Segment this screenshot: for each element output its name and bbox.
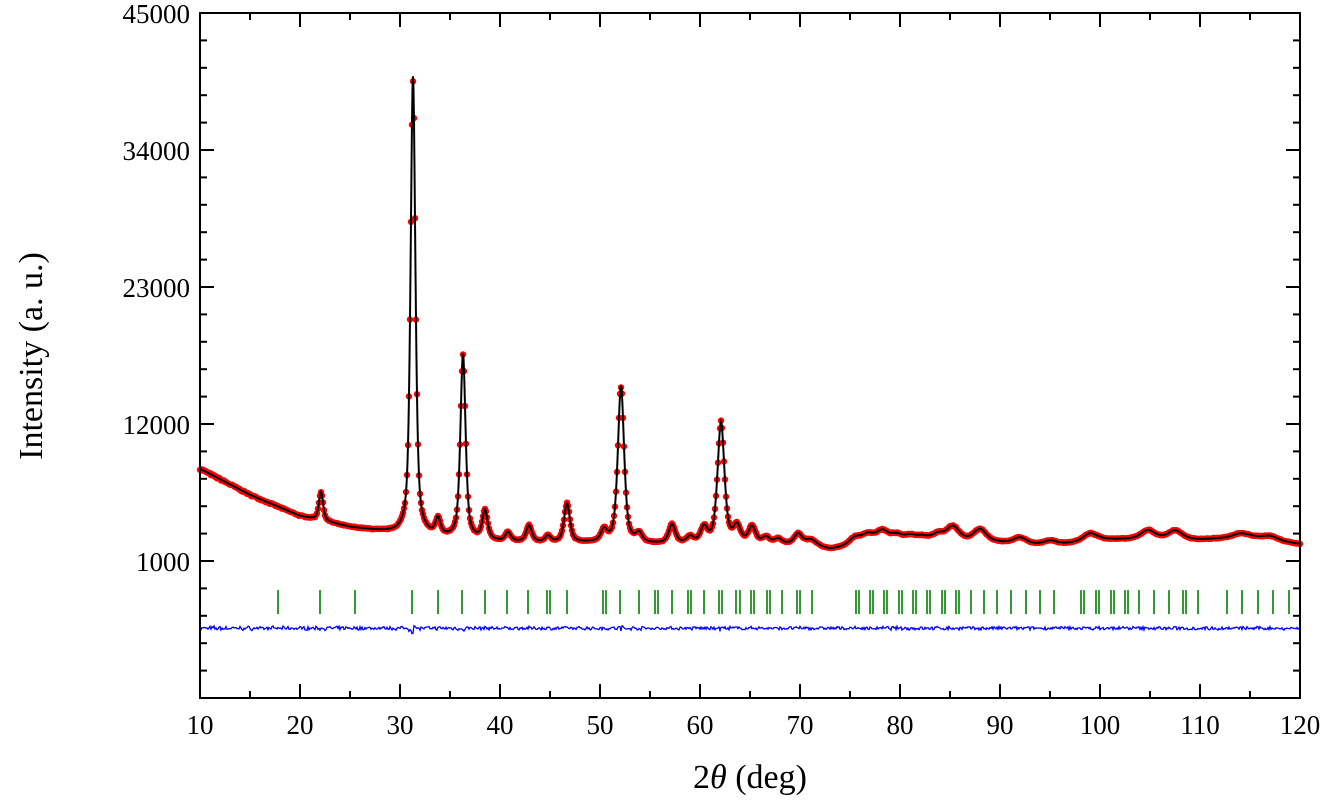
x-tick-label: 90 <box>987 710 1014 740</box>
x-tick-label: 60 <box>687 710 714 740</box>
x-tick-label: 120 <box>1280 710 1321 740</box>
plot-frame <box>199 12 1301 699</box>
x-tick-label: 100 <box>1080 710 1121 740</box>
y-tick-label: 45000 <box>123 0 191 29</box>
x-tick-label: 50 <box>587 710 614 740</box>
calculated-curve <box>199 76 1301 550</box>
y-tick-label: 23000 <box>123 273 191 303</box>
x-axis-title: 2θ (deg) <box>693 759 807 796</box>
x-axis-title-theta: θ <box>710 759 727 796</box>
y-tick-label: 1000 <box>136 547 190 577</box>
axes-ticks: 10 20 30 40 50 60 70 80 90 100 110 120 1000 12000 2300… <box>123 0 1321 740</box>
calculated-curve-group <box>199 76 1301 550</box>
x-tick-label: 10 <box>187 710 214 740</box>
bragg-ticks-group <box>277 590 1290 615</box>
x-tick-label: 20 <box>287 710 314 740</box>
x-tick-label: 30 <box>387 710 414 740</box>
x-tick-label: 70 <box>787 710 814 740</box>
x-tick-label: 80 <box>887 710 914 740</box>
y-tick-label: 12000 <box>123 410 191 440</box>
observed-points-group <box>196 78 1304 552</box>
x-tick-label: 110 <box>1180 710 1220 740</box>
y-axis-title: Intensity (a. u.) <box>13 252 50 460</box>
x-axis-title-suffix: (deg) <box>727 759 807 796</box>
x-tick-label: 40 <box>487 710 514 740</box>
difference-curve-group <box>199 624 1301 635</box>
y-tick-label: 34000 <box>123 136 191 166</box>
difference-curve <box>199 624 1301 635</box>
x-axis-title-prefix: 2 <box>693 759 710 796</box>
